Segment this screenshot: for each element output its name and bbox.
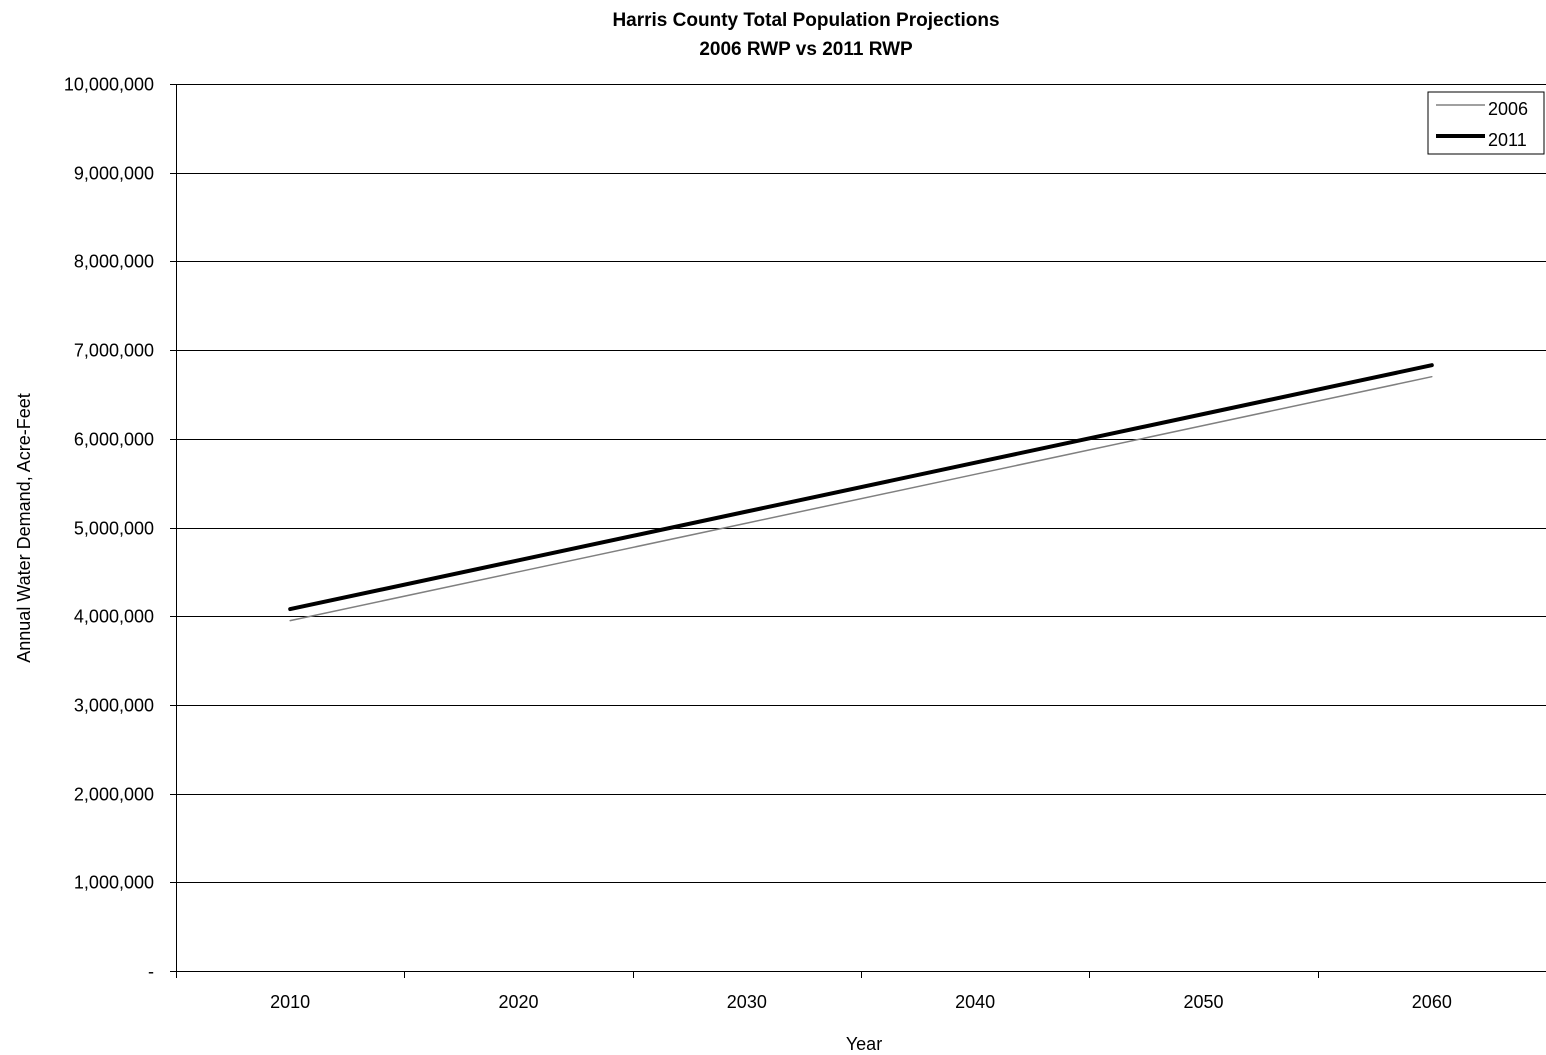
x-tick-label: 2050: [1183, 992, 1223, 1012]
y-tick-label: 1,000,000: [74, 873, 154, 893]
chart-title: Harris County Total Population Projectio…: [612, 10, 999, 31]
x-tick-label: 2040: [955, 992, 995, 1012]
y-tick-label: 5,000,000: [74, 519, 154, 539]
y-tick-label: 9,000,000: [74, 164, 154, 184]
chart-subtitle: 2006 RWP vs 2011 RWP: [699, 39, 913, 60]
y-tick-label: -: [148, 962, 154, 982]
series-line-2011: [288, 363, 1434, 612]
series-lines: [288, 363, 1434, 622]
y-tick-label: 10,000,000: [64, 75, 154, 95]
y-tick-label: 3,000,000: [74, 696, 154, 716]
x-tick-label: 2010: [270, 992, 310, 1012]
legend-label-2011: 2011: [1488, 130, 1527, 150]
y-tick-labels: - 1,000,000 2,000,000 3,000,000 4,000,000 5,0…: [64, 75, 154, 982]
x-axis-label: Year: [846, 1034, 882, 1054]
series-line-2006: [289, 375, 1433, 622]
y-axis-label: Annual Water Demand, Acre-Feet: [14, 393, 34, 662]
legend-box: [1427, 91, 1545, 155]
y-tick-label: 2,000,000: [74, 785, 154, 805]
y-tick-label: 6,000,000: [74, 430, 154, 450]
legend: 2006 2011: [1427, 91, 1545, 155]
axes: [170, 84, 1546, 978]
y-tick-label: 4,000,000: [74, 607, 154, 627]
x-tick-label: 2020: [498, 992, 538, 1012]
grid-lines: [176, 84, 1546, 883]
x-tick-labels: 2010 2020 2030 2040 2050 2060: [270, 992, 1452, 1012]
legend-label-2006: 2006: [1488, 99, 1528, 119]
x-tick-label: 2030: [727, 992, 767, 1012]
y-tick-label: 7,000,000: [74, 341, 154, 361]
y-tick-label: 8,000,000: [74, 252, 154, 272]
x-tick-label: 2060: [1412, 992, 1452, 1012]
